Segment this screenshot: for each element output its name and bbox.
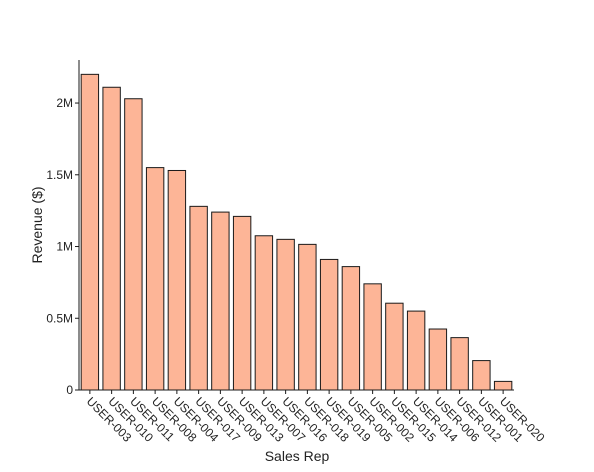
bar-user-015 xyxy=(385,302,404,391)
bar-user-001 xyxy=(472,360,491,391)
bars-group xyxy=(80,73,513,391)
y-axis-label: Revenue ($) xyxy=(29,186,45,263)
bar-user-018 xyxy=(298,243,317,391)
y-tick-label: 0.5M xyxy=(46,311,73,325)
bar-user-019 xyxy=(319,258,339,391)
y-tick-label: 1M xyxy=(56,240,73,254)
y-tick-label: 2M xyxy=(56,96,73,110)
bar-user-010 xyxy=(102,86,121,391)
bar-user-020 xyxy=(493,380,513,391)
bar-user-016 xyxy=(276,238,295,391)
bar-user-008 xyxy=(145,167,165,391)
y-tick-label: 0 xyxy=(66,383,73,397)
bar-user-007 xyxy=(254,235,274,391)
bar-user-017 xyxy=(189,205,208,391)
x-axis-label: Sales Rep xyxy=(265,448,330,464)
bar-user-002 xyxy=(363,283,382,391)
y-axis: 0 0.5M 1M 1.5M 2M xyxy=(46,60,80,397)
bar-user-011 xyxy=(124,98,143,391)
bar-user-006 xyxy=(428,328,448,391)
bar-user-012 xyxy=(450,337,469,391)
bar-user-009 xyxy=(211,211,230,391)
bar-user-013 xyxy=(232,215,252,391)
bar-user-004 xyxy=(167,169,187,391)
bar-user-014 xyxy=(406,310,426,391)
bar-user-003 xyxy=(80,73,100,391)
y-tick-label: 1.5M xyxy=(46,168,73,182)
x-axis: USER-003USER-010USER-011USER-008USER-004… xyxy=(79,389,548,445)
bar-user-005 xyxy=(341,266,361,391)
